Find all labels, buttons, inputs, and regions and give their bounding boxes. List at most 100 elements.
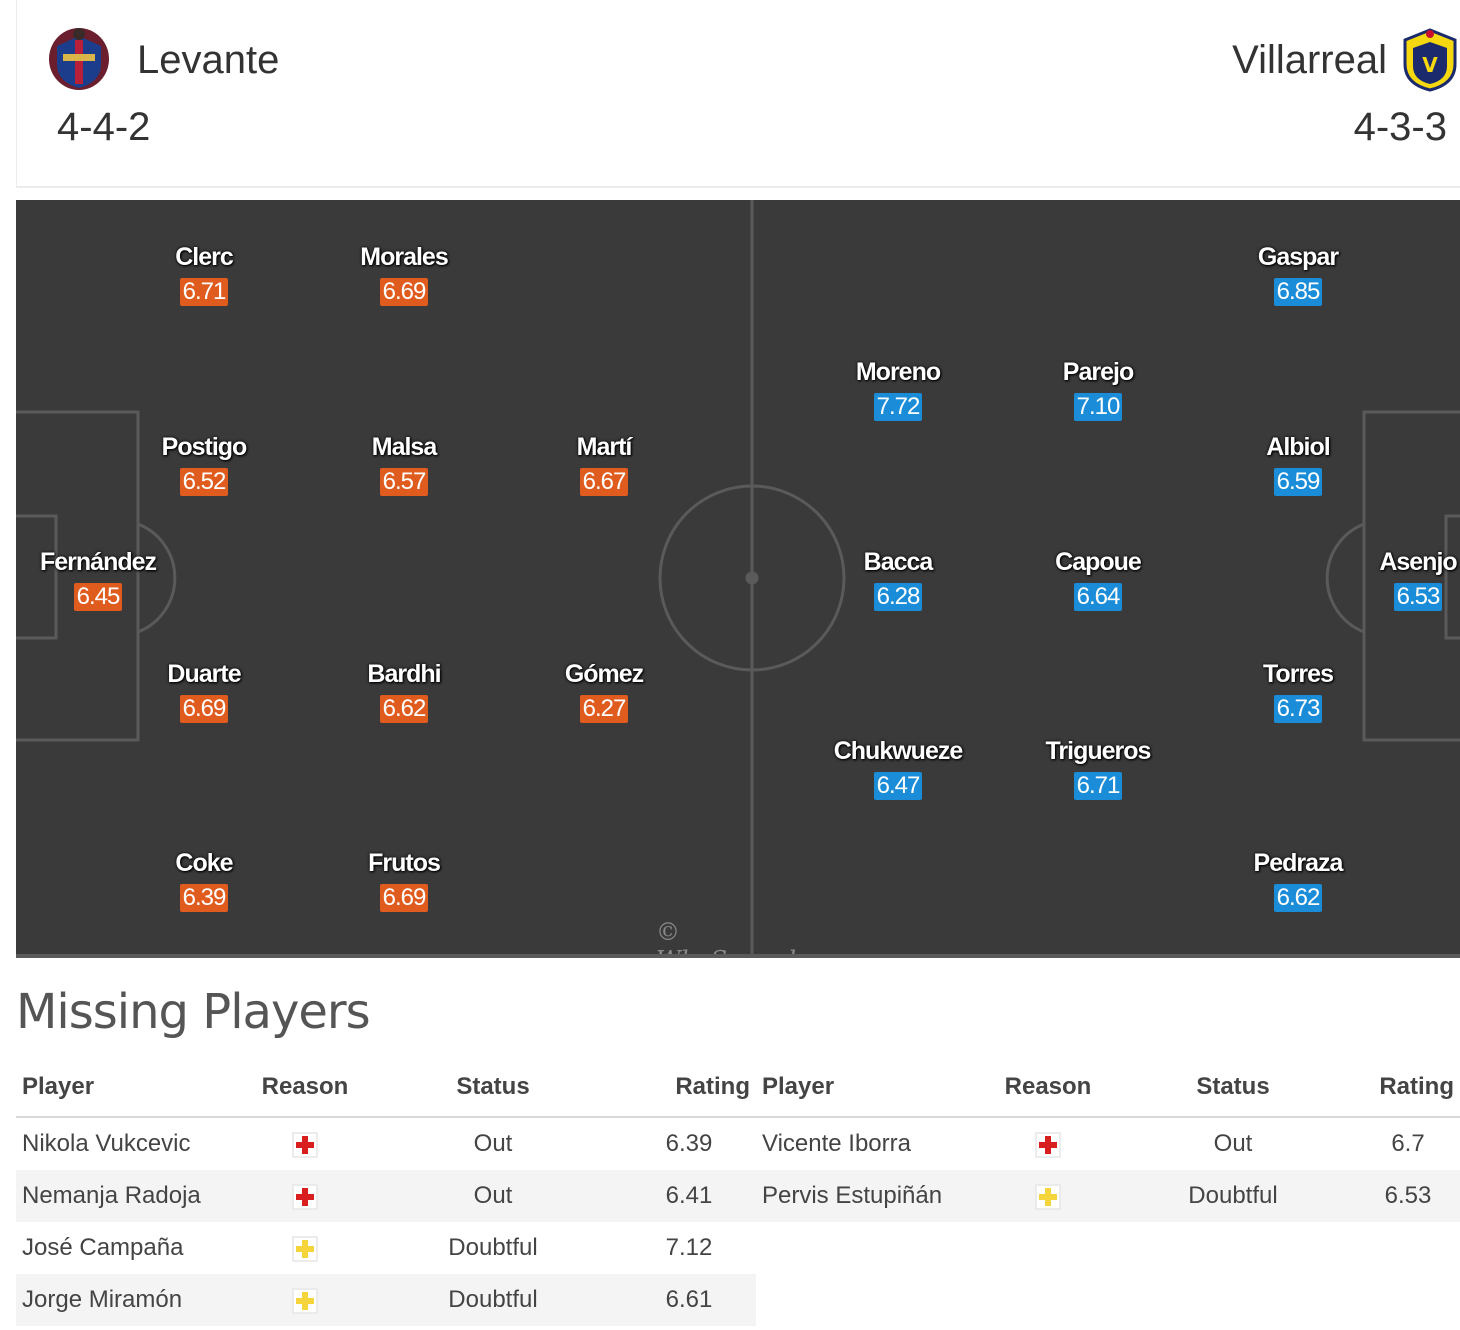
away-player[interactable]: Gaspar 6.85	[1218, 243, 1378, 306]
home-player[interactable]: Martí 6.67	[524, 433, 684, 496]
player-rating: 6.67	[579, 468, 629, 496]
pitch-lineup: Fernández 6.45 Clerc 6.71 Postigo 6.52 D…	[16, 200, 1460, 958]
player-rating: 6.69	[379, 884, 429, 912]
home-player[interactable]: Postigo 6.52	[124, 433, 284, 496]
player-rating: 6.69	[379, 278, 429, 306]
player-name: Torres	[1263, 660, 1334, 688]
player-rating: 6.69	[179, 695, 229, 723]
column-header-status[interactable]: Status	[364, 1058, 622, 1118]
player-rating: 7.12	[665, 1234, 713, 1261]
player-name[interactable]: Vicente Iborra	[762, 1130, 911, 1157]
player-name[interactable]: Nemanja Radoja	[16, 1170, 246, 1222]
doubtful-cross-icon[interactable]	[986, 1170, 1110, 1222]
player-name: Gómez	[564, 660, 644, 688]
away-formation: 4-3-3	[1353, 105, 1447, 149]
player-rating: 6.28	[873, 583, 923, 611]
away-player[interactable]: Bacca 6.28	[818, 548, 978, 611]
player-rating: 6.47	[873, 772, 923, 800]
injury-cross-icon[interactable]	[246, 1117, 364, 1170]
away-player[interactable]: Pedraza 6.62	[1218, 849, 1378, 912]
injury-cross-icon[interactable]	[246, 1170, 364, 1222]
column-header-player[interactable]: Player	[16, 1058, 246, 1118]
home-player[interactable]: Fernández 6.45	[18, 548, 178, 611]
player-name: Morales	[360, 243, 448, 271]
player-rating: 6.27	[579, 695, 629, 723]
player-rating: 6.7	[1391, 1130, 1425, 1157]
away-player[interactable]: Asenjo 6.53	[1348, 548, 1460, 611]
table-row: Nikola Vukcevic Out 6.39	[16, 1117, 756, 1170]
player-name: Duarte	[167, 660, 241, 688]
home-player[interactable]: Gómez 6.27	[524, 660, 684, 723]
column-header-player[interactable]: Player	[756, 1058, 986, 1118]
player-name: Clerc	[175, 243, 234, 271]
home-player[interactable]: Bardhi 6.62	[324, 660, 484, 723]
player-name[interactable]: Nikola Vukcevic	[22, 1130, 191, 1157]
home-player[interactable]: Coke 6.39	[124, 849, 284, 912]
away-team-name[interactable]: Villarreal	[1232, 38, 1387, 82]
player-name[interactable]: Jorge Miramón	[16, 1274, 246, 1326]
home-player[interactable]: Morales 6.69	[324, 243, 484, 306]
missing-players-title: Missing Players	[16, 984, 371, 1040]
away-player[interactable]: Capoue 6.64	[1018, 548, 1178, 611]
player-rating: 6.61	[622, 1274, 756, 1326]
status-text: Out	[364, 1170, 622, 1222]
pitch-markings	[16, 200, 1460, 954]
player-rating: 6.53	[1393, 583, 1443, 611]
injury-cross-icon[interactable]	[986, 1117, 1110, 1170]
levante-crest-icon[interactable]	[47, 26, 111, 92]
table-row: Pervis Estupiñán Doubtful 6.53	[756, 1170, 1460, 1222]
player-name: Fernández	[39, 548, 157, 576]
player-rating: 6.62	[1273, 884, 1323, 912]
away-player[interactable]: Torres 6.73	[1218, 660, 1378, 723]
watermark: © WhoScored.com	[656, 918, 854, 954]
player-rating: 6.62	[379, 695, 429, 723]
away-player[interactable]: Chukwueze 6.47	[818, 737, 978, 800]
away-player[interactable]: Parejo 7.10	[1018, 358, 1178, 421]
villarreal-crest-icon[interactable]: V	[1401, 26, 1459, 92]
player-name: Gaspar	[1257, 243, 1339, 271]
status-text: Doubtful	[364, 1274, 622, 1326]
column-header-reason[interactable]: Reason	[246, 1058, 364, 1118]
player-rating: 6.52	[179, 468, 229, 496]
table-row: Jorge Miramón Doubtful 6.61	[16, 1274, 756, 1326]
player-rating: 6.59	[1273, 468, 1323, 496]
column-header-status[interactable]: Status	[1110, 1058, 1356, 1118]
home-player[interactable]: Malsa 6.57	[324, 433, 484, 496]
home-formation: 4-4-2	[57, 105, 151, 149]
player-rating: 7.10	[1073, 393, 1123, 421]
away-missing-table: Player Reason Status Rating Vicente Ibor…	[756, 1058, 1460, 1222]
player-name: Albiol	[1266, 433, 1330, 461]
column-header-reason[interactable]: Reason	[986, 1058, 1110, 1118]
home-player[interactable]: Clerc 6.71	[124, 243, 284, 306]
player-name: Coke	[175, 849, 233, 877]
player-rating: 6.53	[1356, 1170, 1460, 1222]
column-header-rating[interactable]: Rating	[1356, 1058, 1460, 1118]
column-header-rating[interactable]: Rating	[622, 1058, 756, 1118]
home-player[interactable]: Frutos 6.69	[324, 849, 484, 912]
player-name: Capoue	[1055, 548, 1142, 576]
player-name: Malsa	[371, 433, 437, 461]
player-name: Bardhi	[367, 660, 441, 688]
player-name: Martí	[576, 433, 633, 461]
player-rating: 6.39	[179, 884, 229, 912]
doubtful-cross-icon[interactable]	[246, 1274, 364, 1326]
home-team-name[interactable]: Levante	[137, 38, 280, 82]
player-name: Trigueros	[1045, 737, 1152, 765]
player-rating: 6.85	[1273, 278, 1323, 306]
doubtful-cross-icon[interactable]	[246, 1222, 364, 1274]
match-header: Levante 4-4-2 Villarreal V 4-3-3	[16, 0, 1460, 188]
home-player[interactable]: Duarte 6.69	[124, 660, 284, 723]
player-name[interactable]: José Campaña	[22, 1234, 184, 1261]
player-name: Frutos	[368, 849, 441, 877]
player-rating: 6.45	[73, 583, 123, 611]
player-rating: 6.71	[1073, 772, 1123, 800]
table-row: Vicente Iborra Out 6.7	[756, 1117, 1460, 1170]
player-name[interactable]: Pervis Estupiñán	[756, 1170, 986, 1222]
away-player[interactable]: Albiol 6.59	[1218, 433, 1378, 496]
away-player[interactable]: Trigueros 6.71	[1018, 737, 1178, 800]
player-rating: 6.71	[179, 278, 229, 306]
home-missing-table: Player Reason Status Rating Nikola Vukce…	[16, 1058, 756, 1326]
away-player[interactable]: Moreno 7.72	[818, 358, 978, 421]
svg-text:V: V	[1422, 53, 1438, 77]
table-row: José Campaña Doubtful 7.12	[16, 1222, 756, 1274]
